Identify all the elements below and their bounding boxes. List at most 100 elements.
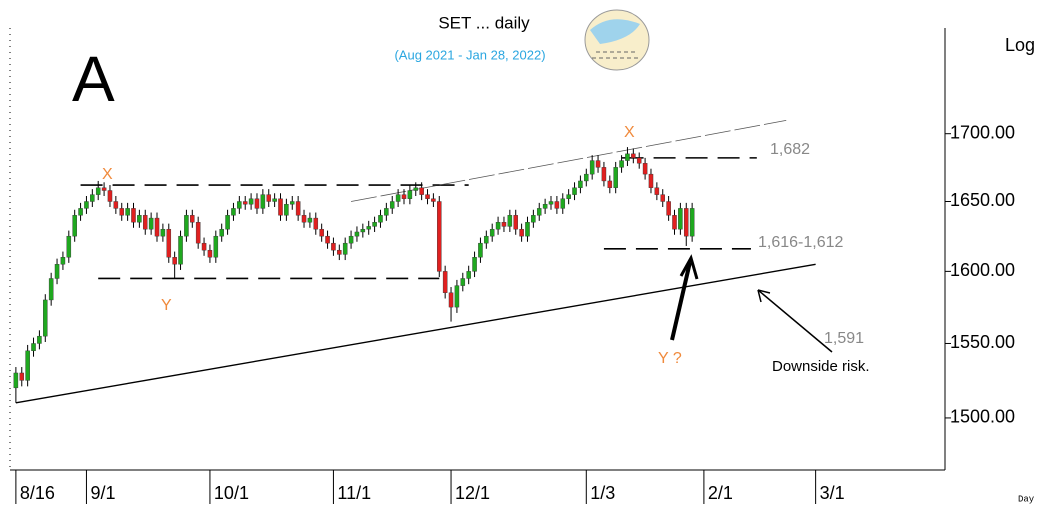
candle-body <box>542 204 548 209</box>
candle-body <box>607 180 613 188</box>
candle-body <box>237 201 242 209</box>
x-tick-label: 3/1 <box>820 483 845 503</box>
x-tick-label: 2/1 <box>708 483 733 503</box>
annotation: X <box>624 124 635 141</box>
candle-body <box>25 350 30 381</box>
candle-body <box>148 217 154 230</box>
candle-body <box>689 208 695 237</box>
candle-body <box>107 190 113 202</box>
candle-body <box>172 257 177 265</box>
candle-body <box>419 187 424 195</box>
candle-body <box>137 215 142 223</box>
candle-body <box>90 194 95 202</box>
candle-body <box>284 204 289 216</box>
candle-body <box>131 208 136 223</box>
candle-body <box>60 257 66 265</box>
candle-body <box>31 343 36 352</box>
candle-body <box>301 215 307 223</box>
chart-subtitle: (Aug 2021 - Jan 28, 2022) <box>394 47 545 62</box>
candle-body <box>642 163 648 175</box>
candle-body <box>337 249 342 255</box>
candle-body <box>319 228 324 237</box>
candle-body <box>342 242 348 255</box>
candle-body <box>466 271 471 279</box>
scale-label: Log <box>1005 35 1035 55</box>
candle-body <box>113 201 119 209</box>
candle-body <box>654 187 660 195</box>
candle-body <box>272 198 277 202</box>
candle-body <box>254 198 260 209</box>
candle-body <box>572 187 577 195</box>
candle-body <box>313 217 319 230</box>
candle-body <box>219 228 224 237</box>
candle-body <box>672 215 677 230</box>
y-tick-label: 1650.00 <box>950 190 1015 210</box>
candle-body <box>495 222 501 230</box>
candle-body <box>478 242 483 258</box>
candle-body <box>589 160 595 175</box>
y-tick-label: 1550.00 <box>950 332 1015 352</box>
x-tick-label: 1/3 <box>590 483 615 503</box>
candle-body <box>213 235 219 258</box>
annotation: Downside risk. <box>772 358 870 375</box>
corner-label: Day <box>1018 494 1035 504</box>
candle-body <box>195 222 201 244</box>
candle-body <box>437 201 442 272</box>
candle-body <box>307 217 313 223</box>
x-tick-label: 11/1 <box>337 483 371 503</box>
candle-body <box>525 222 530 237</box>
chart-title: SET ... daily <box>438 13 530 32</box>
candle-body <box>401 194 407 199</box>
candle-body <box>660 194 665 202</box>
candle-body <box>472 257 477 272</box>
logo <box>584 9 650 71</box>
candle-body <box>190 215 195 223</box>
candle-body <box>442 271 448 293</box>
candle-body <box>43 299 48 337</box>
y-tick-label: 1700.00 <box>950 122 1015 142</box>
candle-body <box>636 157 642 164</box>
candle-body <box>531 215 536 223</box>
candle-body <box>325 235 330 244</box>
candle-body <box>625 153 630 161</box>
candle-body <box>601 167 607 182</box>
candle-body <box>507 215 513 227</box>
candle-body <box>683 208 689 237</box>
annotation: Y <box>161 297 172 314</box>
candle-body <box>548 201 554 205</box>
candle-body <box>248 198 254 205</box>
candle-body <box>360 228 366 233</box>
candle-body <box>266 194 272 202</box>
candle-body <box>125 208 130 216</box>
candle-body <box>160 228 166 237</box>
candle-body <box>290 201 295 205</box>
candle-body <box>613 167 618 188</box>
candle-body <box>395 194 401 202</box>
candle-body <box>231 208 236 216</box>
candle-body <box>242 201 248 205</box>
candle-body <box>407 190 413 199</box>
x-tick-label: 10/1 <box>214 483 249 503</box>
candle-body <box>584 173 589 182</box>
candle-body <box>78 208 83 216</box>
candle-body <box>501 222 507 227</box>
candle-body <box>413 187 419 191</box>
candle-body <box>425 194 430 199</box>
candle-body <box>536 208 542 216</box>
candle-body <box>678 208 683 230</box>
y-tick-label: 1600.00 <box>950 260 1015 280</box>
candle-body <box>66 235 72 258</box>
candle-body <box>331 242 336 251</box>
candle-body <box>54 264 60 279</box>
candle-body <box>454 285 460 308</box>
candle-body <box>178 235 183 265</box>
candle-body <box>95 187 101 195</box>
panel-label: A <box>72 43 115 115</box>
candle-body <box>666 201 671 216</box>
candle-body <box>154 217 160 237</box>
annotation: 1,616-1,612 <box>758 234 844 251</box>
candle-body <box>348 235 354 244</box>
candle-body <box>184 215 189 237</box>
x-tick-label: 9/1 <box>90 483 115 503</box>
